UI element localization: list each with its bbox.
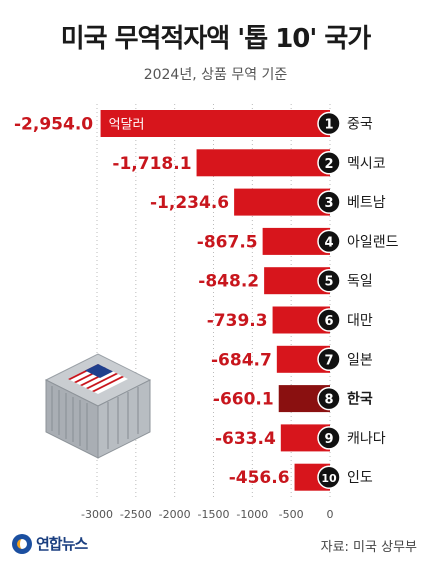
rank-number: 6 <box>324 314 333 329</box>
category-label: 일본 <box>347 352 373 368</box>
rank-number: 8 <box>324 393 333 408</box>
bar <box>234 188 330 216</box>
yonhap-logo-icon <box>12 533 32 554</box>
rank-badge <box>317 426 341 450</box>
rank-badge <box>317 229 341 254</box>
rank-badge <box>317 111 341 136</box>
rank-number: 2 <box>324 157 333 172</box>
bar <box>100 110 331 137</box>
x-tick-label: -1000 <box>236 508 268 521</box>
category-label: 한국 <box>347 392 373 408</box>
rank-number: 1 <box>324 118 333 133</box>
category-label: 멕시코 <box>347 156 386 172</box>
x-tick-label: -1500 <box>198 508 230 521</box>
bar <box>196 149 330 177</box>
rank-badge <box>317 268 341 293</box>
source-note: 자료: 미국 상무부 <box>320 540 417 555</box>
rank-badge <box>317 347 341 372</box>
data-label: -684.7 <box>211 350 272 370</box>
data-label: -867.5 <box>197 232 258 252</box>
category-label: 독일 <box>347 274 373 290</box>
category-label: 대만 <box>347 313 373 329</box>
category-label: 캐나다 <box>347 431 386 447</box>
x-tick-label: -500 <box>279 508 304 521</box>
chart-subtitle: 2024년, 상품 무역 기준 <box>143 67 288 83</box>
category-label: 베트남 <box>347 195 386 211</box>
rank-number: 10 <box>321 472 337 485</box>
rank-number: 3 <box>324 196 333 211</box>
x-tick-label: -2500 <box>120 508 152 521</box>
rank-number: 9 <box>324 432 333 447</box>
rank-number: 7 <box>324 353 333 368</box>
data-label: -1,234.6 <box>150 193 229 213</box>
rank-number: 4 <box>324 235 333 250</box>
rank-badge <box>317 465 341 489</box>
rank-badge <box>317 190 341 214</box>
x-tick-label: 0 <box>327 508 334 521</box>
rank-badge <box>317 308 341 332</box>
category-label: 인도 <box>347 470 373 486</box>
data-label: -848.2 <box>198 272 259 292</box>
publisher-logo: 연합뉴스 <box>12 533 88 554</box>
data-label: -739.3 <box>207 311 268 331</box>
category-label: 아일랜드 <box>347 234 399 250</box>
logo-text: 연합뉴스 <box>36 535 88 553</box>
chart-title: 미국 무역적자액 '톱 10' 국가 <box>60 24 372 54</box>
x-tick-label: -2000 <box>159 508 191 521</box>
x-tick-label: -3000 <box>81 508 113 521</box>
rank-badge <box>317 151 341 175</box>
us-flag-icon <box>68 364 128 394</box>
data-label: -660.1 <box>213 390 274 410</box>
data-label: -1,718.1 <box>112 154 191 174</box>
rank-badge <box>317 386 341 411</box>
data-label: -2,954.0 <box>14 115 93 135</box>
rank-number: 5 <box>324 275 333 290</box>
unit-label: 억달러 <box>109 118 145 133</box>
category-label: 중국 <box>347 117 373 133</box>
data-label: -633.4 <box>215 429 276 449</box>
data-label: -456.6 <box>229 468 290 488</box>
shipping-container-illustration <box>44 353 152 459</box>
